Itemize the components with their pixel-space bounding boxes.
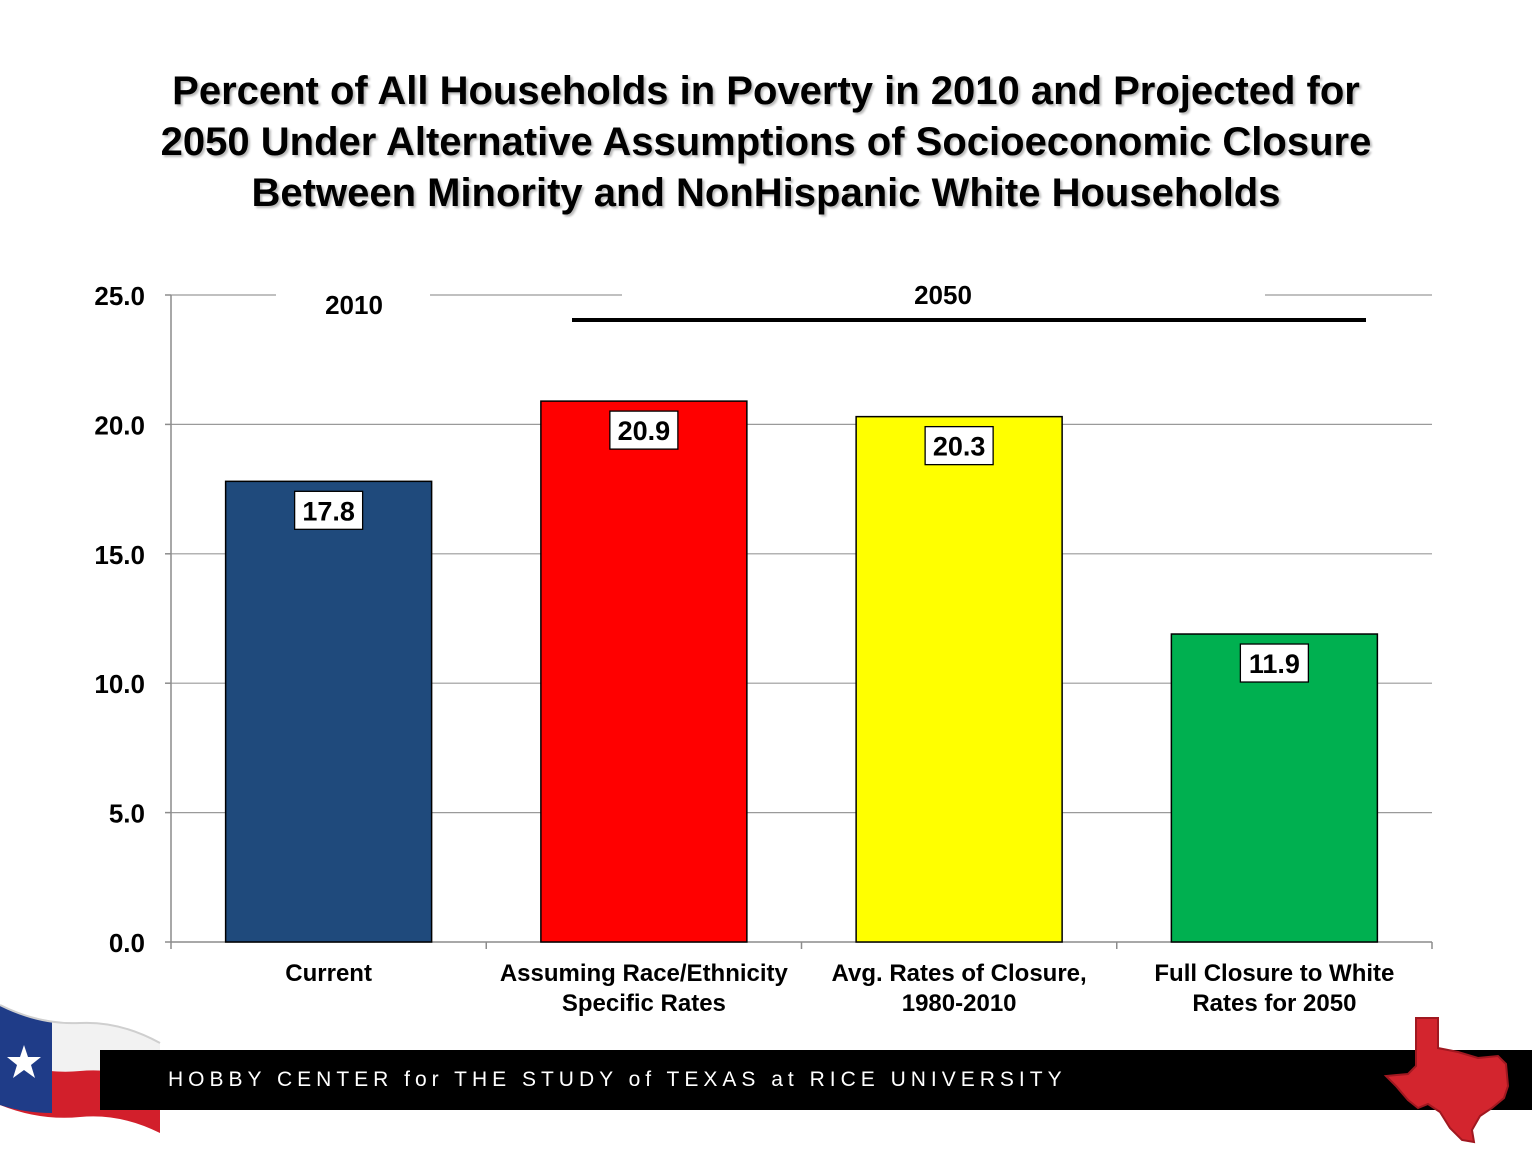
data-labels: 17.8 20.9 20.3 11.9 bbox=[293, 410, 1310, 683]
chart-title: Percent of All Households in Poverty in … bbox=[66, 66, 1466, 219]
bars bbox=[224, 400, 1379, 943]
bar-2 bbox=[540, 400, 748, 943]
bar-chart: 17.8 20.9 20.3 11.9 0.0 5.0 10.0 15.0 20.0 25.0 C… bbox=[94, 280, 1433, 1017]
data-label-box bbox=[293, 490, 364, 530]
x-category-label: Full Closure to White bbox=[1154, 960, 1394, 987]
data-label-box bbox=[609, 410, 679, 450]
y-tick-label: 10.0 bbox=[94, 669, 145, 699]
x-category-label: 1980-2010 bbox=[902, 990, 1017, 1017]
bar-4 bbox=[1170, 633, 1379, 943]
x-category-label: Rates for 2050 bbox=[1192, 990, 1356, 1017]
x-category-label: Avg. Rates of Closure, bbox=[832, 960, 1087, 987]
y-tick-label: 15.0 bbox=[94, 540, 145, 570]
data-label: 11.9 bbox=[1249, 649, 1300, 679]
annotation-2010: 2010 bbox=[325, 290, 383, 320]
y-tick-label: 0.0 bbox=[109, 928, 145, 958]
bar-3 bbox=[855, 415, 1063, 943]
x-category-label: Assuming Race/Ethnicity bbox=[500, 960, 789, 987]
title-line-2: 2050 Under Alternative Assumptions of So… bbox=[160, 120, 1372, 164]
period-annotations: 2010 2050 bbox=[325, 280, 1366, 322]
footer-text: HOBBY CENTER for THE STUDY of TEXAS at R… bbox=[168, 1068, 1067, 1091]
tick-labels: 0.0 5.0 10.0 15.0 20.0 25.0 Current Assuming Ra… bbox=[94, 281, 1394, 1017]
data-label-box bbox=[924, 425, 994, 466]
y-tick-label: 5.0 bbox=[109, 799, 145, 829]
x-category-label: Current bbox=[285, 960, 372, 987]
data-label: 17.8 bbox=[302, 496, 355, 526]
y-tick-label: 20.0 bbox=[94, 410, 145, 440]
annotation-2050: 2050 bbox=[914, 280, 972, 310]
data-label-box bbox=[1239, 643, 1310, 683]
title-line-1: Percent of All Households in Poverty in … bbox=[172, 69, 1360, 113]
x-category-label: Specific Rates bbox=[562, 990, 726, 1017]
y-tick-label: 25.0 bbox=[94, 281, 145, 311]
data-label: 20.9 bbox=[618, 416, 671, 446]
bar-1 bbox=[224, 480, 433, 943]
data-label: 20.3 bbox=[933, 432, 986, 462]
footer-bar bbox=[100, 1050, 1532, 1110]
texas-map-icon bbox=[1383, 1017, 1510, 1144]
title-line-3: Between Minority and NonHispanic White H… bbox=[251, 171, 1281, 215]
